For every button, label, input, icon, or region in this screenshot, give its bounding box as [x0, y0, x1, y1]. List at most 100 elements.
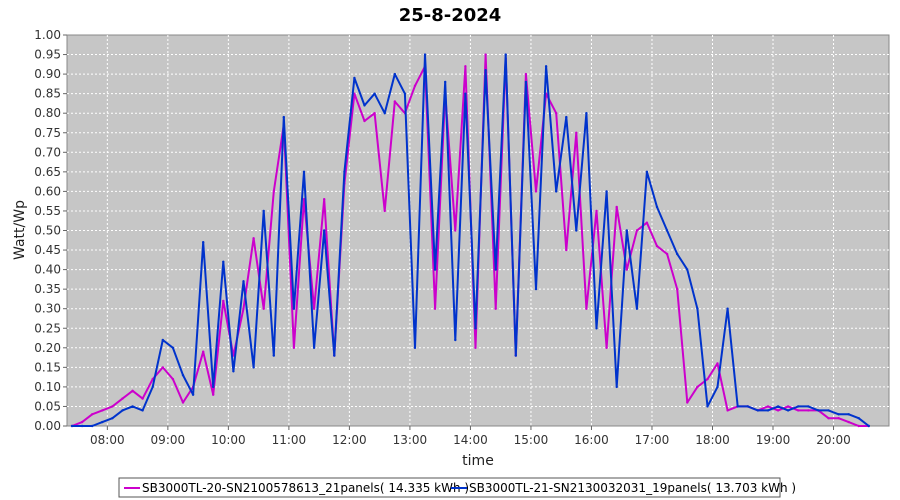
data-point: [454, 229, 457, 232]
data-point: [696, 385, 699, 389]
data-point: [312, 346, 316, 349]
x-tick-label: 17:00: [635, 433, 670, 447]
data-point: [242, 307, 245, 310]
y-tick-label: 0.00: [34, 419, 61, 433]
data-point: [393, 100, 396, 103]
data-point: [151, 385, 154, 389]
data-point: [544, 65, 548, 68]
data-point: [686, 401, 689, 404]
data-point: [837, 417, 840, 420]
data-point: [625, 229, 628, 232]
data-point: [655, 244, 659, 248]
data-point: [413, 84, 417, 88]
data-point: [272, 190, 275, 193]
series-layer: [70, 53, 870, 428]
data-point: [827, 409, 830, 412]
data-point: [91, 424, 94, 428]
data-point: [817, 409, 820, 412]
data-point: [383, 112, 386, 115]
data-point: [494, 268, 497, 271]
data-point: [665, 252, 669, 256]
x-tick-label: 11:00: [272, 433, 307, 447]
data-point: [121, 409, 124, 412]
x-axis-title: time: [462, 453, 494, 469]
data-point: [302, 170, 306, 173]
y-tick-label: 0.70: [34, 145, 61, 159]
data-point: [837, 413, 840, 416]
data-point: [262, 307, 265, 310]
data-point: [80, 420, 84, 424]
x-gridlines: [106, 35, 835, 426]
data-point: [585, 307, 588, 310]
data-point: [363, 104, 366, 107]
data-point: [797, 405, 800, 408]
data-point: [373, 112, 376, 115]
data-point: [312, 307, 316, 310]
data-point: [333, 354, 336, 357]
data-point: [615, 385, 618, 389]
data-point: [575, 229, 578, 232]
series-points-2: [70, 53, 870, 428]
data-point: [534, 287, 538, 291]
x-tick-label: 18:00: [695, 433, 730, 447]
y-tick-label: 0.25: [34, 321, 61, 335]
data-point: [726, 409, 729, 412]
x-axis-ticks: 08:00 09:00 10:00 11:00 12:00 13:00 14:00 15:00…: [90, 426, 851, 447]
data-point: [565, 248, 568, 252]
y-tick-label: 0.40: [34, 263, 61, 277]
data-point: [484, 69, 487, 72]
data-point: [686, 268, 689, 271]
data-point: [433, 268, 437, 271]
data-point: [393, 72, 396, 76]
data-point: [827, 417, 830, 420]
data-point: [242, 280, 245, 283]
data-point: [756, 409, 760, 412]
data-point: [262, 209, 265, 213]
data-point: [847, 413, 850, 416]
data-point: [645, 170, 649, 173]
data-point: [595, 327, 598, 330]
data-point: [464, 92, 467, 95]
data-point: [141, 409, 144, 412]
data-point: [323, 198, 326, 201]
data-point: [91, 413, 94, 416]
data-point: [70, 424, 74, 428]
data-point: [383, 209, 386, 213]
data-point: [665, 229, 669, 232]
y-tick-label: 0.65: [34, 165, 61, 179]
data-point: [706, 377, 709, 381]
data-point: [222, 299, 225, 303]
y-tick-label: 0.35: [34, 282, 61, 296]
data-point: [524, 72, 528, 76]
y-tick-label: 0.15: [34, 360, 61, 374]
data-point: [161, 338, 164, 342]
data-point: [101, 409, 104, 412]
plot-area: [66, 34, 890, 427]
y-axis-ticks: 0.00 0.05 0.10 0.15 0.20 0.25 0.30 0.35 0.40 0.45…: [34, 28, 67, 433]
data-point: [181, 374, 185, 377]
data-point: [222, 260, 225, 263]
data-point: [363, 119, 366, 123]
x-tick-label: 15:00: [514, 433, 549, 447]
data-point: [625, 268, 628, 271]
data-point: [615, 205, 618, 209]
y-tick-label: 0.75: [34, 126, 61, 140]
data-point: [111, 405, 114, 408]
data-point: [857, 417, 860, 420]
data-point: [524, 80, 528, 84]
x-tick-label: 14:00: [453, 433, 488, 447]
chart-title: 25-8-2024: [399, 5, 502, 26]
legend: SB3000TL-20-SN2100578613_21panels( 14.33…: [118, 477, 796, 498]
data-point: [433, 307, 437, 310]
x-tick-label: 20:00: [816, 433, 851, 447]
legend-box: [118, 477, 781, 498]
y-tick-label: 0.05: [34, 399, 61, 413]
data-point: [353, 92, 356, 95]
data-point: [746, 405, 749, 408]
data-point: [292, 346, 296, 349]
x-tick-label: 08:00: [90, 433, 125, 447]
data-point: [786, 409, 790, 412]
x-tick-label: 19:00: [756, 433, 791, 447]
data-point: [272, 354, 275, 357]
